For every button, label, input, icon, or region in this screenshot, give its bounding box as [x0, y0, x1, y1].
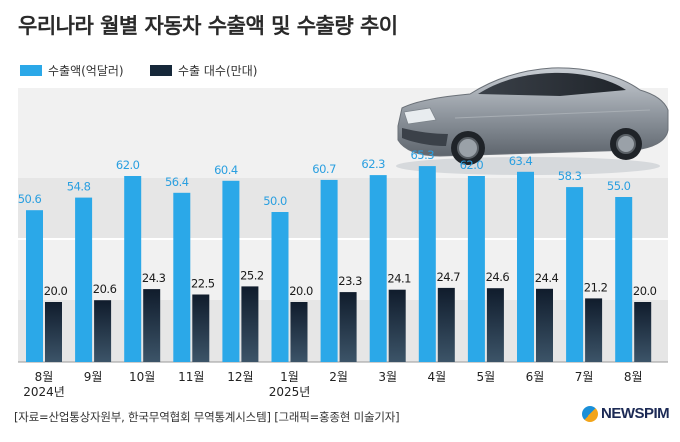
- legend-swatch-export-value: [20, 65, 42, 76]
- value-label-series-1-11: 21.2: [584, 280, 608, 294]
- x-tick-month-6: 2월: [329, 370, 348, 384]
- value-label-series-1-4: 25.2: [240, 268, 264, 282]
- bar-series-0-6: [320, 179, 338, 362]
- bar-series-0-12: [615, 197, 633, 362]
- bar-series-1-3: [192, 294, 210, 362]
- value-label-series-1-6: 23.3: [338, 274, 362, 288]
- value-label-series-0-9: 62.0: [460, 158, 484, 172]
- x-tick-month-4: 12월: [227, 370, 253, 384]
- value-label-series-0-5: 50.0: [263, 194, 287, 208]
- x-tick-month-9: 5월: [477, 370, 496, 384]
- x-tick-year-5: 2025년: [269, 385, 311, 399]
- value-label-series-0-7: 62.3: [361, 157, 385, 171]
- x-tick-month-3: 11월: [178, 370, 204, 384]
- x-tick-month-0: 8월: [35, 370, 54, 384]
- bar-series-1-0: [45, 302, 62, 362]
- x-tick-month-7: 3월: [378, 370, 397, 384]
- legend-item-export-value: 수출액(억달러): [20, 62, 124, 79]
- value-label-series-0-0: 50.6: [18, 192, 42, 206]
- value-label-series-1-1: 20.6: [93, 282, 117, 296]
- bar-series-0-10: [517, 171, 534, 362]
- value-label-series-1-8: 24.7: [436, 270, 460, 284]
- value-label-series-0-10: 63.4: [509, 154, 533, 168]
- bar-series-1-4: [241, 286, 259, 362]
- logo-text: NEWSPIM: [601, 405, 670, 422]
- value-label-series-0-12: 55.0: [607, 179, 631, 193]
- value-label-series-0-4: 60.4: [214, 163, 238, 177]
- bar-series-1-2: [143, 289, 161, 362]
- bar-series-1-8: [437, 287, 455, 362]
- x-tick-month-1: 9월: [84, 370, 103, 384]
- bar-series-1-11: [585, 298, 603, 362]
- bar-series-1-10: [536, 288, 553, 362]
- bar-series-0-2: [124, 176, 142, 362]
- newspim-logo: NEWSPIM: [582, 405, 670, 422]
- value-label-series-0-11: 58.3: [558, 169, 582, 183]
- bar-series-0-3: [173, 192, 191, 362]
- bar-series-0-1: [75, 197, 93, 362]
- bar-series-0-9: [467, 176, 485, 362]
- source-credit: [자료=산업통상자원부, 한국무역협회 무역통계시스템] [그래픽=홍종현 미술…: [14, 410, 400, 424]
- value-label-series-1-3: 22.5: [191, 277, 215, 291]
- bar-series-0-5: [271, 212, 289, 362]
- bar-series-0-11: [566, 187, 584, 362]
- legend-item-export-units: 수출 대수(만대): [150, 62, 257, 79]
- value-labels: 50.6 20.0 54.8 20.6 62.0 24.3 56.4 22.5 60.4 25.2…: [18, 148, 657, 298]
- legend-label-export-value: 수출액(억달러): [48, 64, 124, 78]
- x-tick-month-8: 4월: [427, 370, 446, 384]
- value-label-series-1-7: 24.1: [387, 272, 411, 286]
- value-label-series-0-2: 62.0: [116, 158, 140, 172]
- bar-series-1-5: [290, 302, 308, 362]
- bar-series-1-7: [388, 289, 406, 362]
- bar-series-0-0: [26, 210, 43, 362]
- bar-series-1-6: [339, 292, 357, 362]
- x-tick-month-5: 1월: [280, 370, 299, 384]
- bar-series-1-9: [486, 288, 504, 362]
- value-label-series-1-10: 24.4: [535, 271, 559, 285]
- x-tick-month-10: 6월: [526, 370, 545, 384]
- bar-series-1-1: [94, 300, 112, 362]
- bar-series-0-7: [369, 175, 387, 362]
- car-illustration: [396, 67, 669, 175]
- x-tick-month-2: 10월: [129, 370, 155, 384]
- legend-swatch-export-units: [150, 65, 172, 76]
- logo-mark-icon: [582, 405, 598, 422]
- bar-series-0-4: [222, 180, 240, 362]
- bars: [26, 166, 652, 362]
- value-label-series-1-0: 20.0: [44, 284, 68, 298]
- value-label-series-0-1: 54.8: [67, 180, 91, 194]
- value-label-series-0-3: 56.4: [165, 175, 189, 189]
- x-tick-year-0: 2024년: [23, 385, 65, 399]
- chart-title: 우리나라 월별 자동차 수출액 및 수출량 추이: [18, 14, 398, 38]
- value-label-series-1-12: 20.0: [633, 284, 657, 298]
- x-tick-month-12: 8월: [624, 370, 643, 384]
- legend-label-export-units: 수출 대수(만대): [178, 64, 258, 78]
- bar-series-1-12: [634, 302, 652, 362]
- x-tick-month-11: 7월: [575, 370, 594, 384]
- value-label-series-0-6: 60.7: [312, 162, 336, 176]
- value-label-series-1-2: 24.3: [142, 271, 166, 285]
- value-label-series-1-5: 20.0: [289, 284, 313, 298]
- value-label-series-0-8: 65.3: [410, 148, 434, 162]
- value-label-series-1-9: 24.6: [486, 270, 510, 284]
- bar-series-0-8: [418, 166, 436, 362]
